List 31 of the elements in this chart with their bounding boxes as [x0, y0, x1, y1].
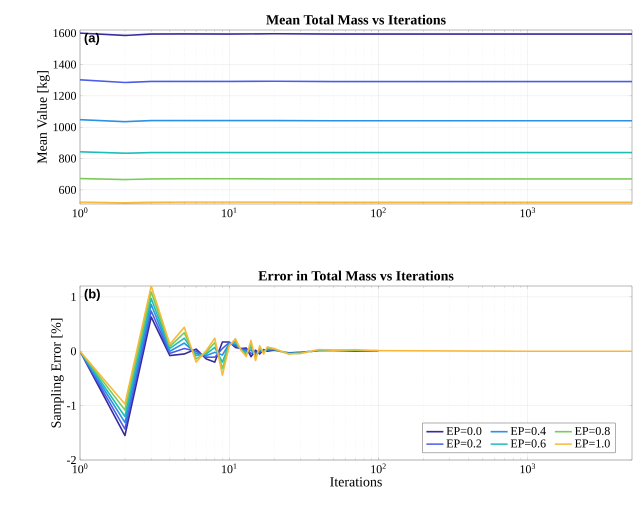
x-tick-label: 10$^{2}$ [371, 208, 386, 218]
annotation: (b) [84, 288, 100, 302]
y-tick-label: 1 [72, 292, 76, 301]
y-tick-label: 1600 [54, 29, 76, 38]
legend-label: EP=0.2 [446, 439, 482, 448]
chart-title: Error in Total Mass vs Iterations [258, 270, 454, 280]
y-tick-label: 1400 [54, 60, 76, 69]
y-axis-title: Mean Value [kg] [37, 71, 50, 164]
legend-label: EP=1.0 [574, 439, 610, 448]
legend-label: EP=0.8 [574, 426, 610, 436]
y-tick-label: -1 [66, 402, 76, 410]
x-tick-label: 10$^{2}$ [371, 464, 386, 474]
x-axis-title: Iterations [330, 477, 382, 487]
x-tick-label: 10$^{0}$ [72, 208, 88, 218]
x-tick-label: 10$^{3}$ [520, 208, 536, 218]
x-tick-label: 10$^{1}$ [222, 464, 236, 474]
y-tick-label: 800 [59, 154, 76, 163]
annotation: (a) [84, 32, 100, 45]
x-tick-label: 10$^{0}$ [72, 464, 88, 474]
y-tick-label: 1200 [54, 92, 76, 100]
legend-label: EP=0.6 [510, 439, 546, 448]
y-tick-label: 0 [70, 347, 76, 356]
x-tick-label: 10$^{3}$ [520, 464, 536, 474]
y-tick-label: -2 [66, 456, 76, 464]
legend-label: EP=0.0 [446, 426, 482, 436]
y-axis-title: Sampling Error [%] [50, 318, 64, 428]
y-tick-label: 600 [59, 186, 76, 194]
legend-label: EP=0.4 [510, 426, 546, 436]
y-tick-label: 1000 [54, 123, 76, 132]
x-tick-label: 10$^{1}$ [222, 208, 236, 218]
chart-title: Mean Total Mass vs Iterations [266, 14, 446, 24]
